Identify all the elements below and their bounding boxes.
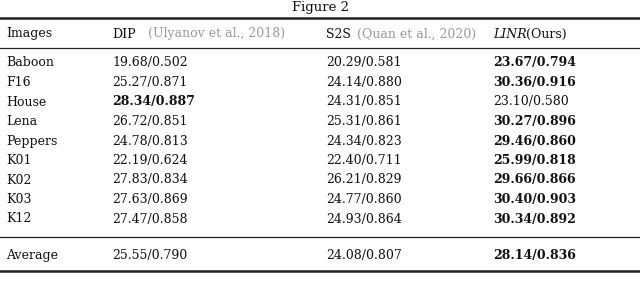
Text: 27.83/0.834: 27.83/0.834	[112, 173, 188, 186]
Text: LINR: LINR	[493, 28, 527, 41]
Text: 23.10/0.580: 23.10/0.580	[493, 96, 568, 109]
Text: 25.27/0.871: 25.27/0.871	[112, 76, 188, 89]
Text: 29.66/0.866: 29.66/0.866	[493, 173, 575, 186]
Text: K03: K03	[6, 193, 32, 206]
Text: 24.77/0.860: 24.77/0.860	[326, 193, 402, 206]
Text: 26.21/0.829: 26.21/0.829	[326, 173, 402, 186]
Text: 25.99/0.818: 25.99/0.818	[493, 154, 575, 167]
Text: Lena: Lena	[6, 115, 38, 128]
Text: (Ours): (Ours)	[526, 28, 566, 41]
Text: 25.31/0.861: 25.31/0.861	[326, 115, 402, 128]
Text: 30.34/0.892: 30.34/0.892	[493, 213, 575, 226]
Text: 24.14/0.880: 24.14/0.880	[326, 76, 403, 89]
Text: 25.55/0.790: 25.55/0.790	[112, 248, 188, 261]
Text: 24.34/0.823: 24.34/0.823	[326, 135, 402, 147]
Text: 24.93/0.864: 24.93/0.864	[326, 213, 402, 226]
Text: 24.08/0.807: 24.08/0.807	[326, 248, 402, 261]
Text: K01: K01	[6, 154, 32, 167]
Text: Average: Average	[6, 248, 58, 261]
Text: 22.40/0.711: 22.40/0.711	[326, 154, 402, 167]
Text: F16: F16	[6, 76, 31, 89]
Text: K02: K02	[6, 173, 32, 186]
Text: (Quan et al., 2020): (Quan et al., 2020)	[353, 28, 476, 41]
Text: 30.36/0.916: 30.36/0.916	[493, 76, 575, 89]
Text: Peppers: Peppers	[6, 135, 58, 147]
Text: DIP: DIP	[112, 28, 136, 41]
Text: 24.78/0.813: 24.78/0.813	[112, 135, 188, 147]
Text: 29.46/0.860: 29.46/0.860	[493, 135, 575, 147]
Text: Baboon: Baboon	[6, 56, 54, 69]
Text: 19.68/0.502: 19.68/0.502	[112, 56, 188, 69]
Text: Images: Images	[6, 28, 52, 41]
Text: 20.29/0.581: 20.29/0.581	[326, 56, 402, 69]
Text: 23.67/0.794: 23.67/0.794	[493, 56, 576, 69]
Text: 24.31/0.851: 24.31/0.851	[326, 96, 402, 109]
Text: House: House	[6, 96, 47, 109]
Text: 27.47/0.858: 27.47/0.858	[112, 213, 188, 226]
Text: (Ulyanov et al., 2018): (Ulyanov et al., 2018)	[144, 28, 285, 41]
Text: 30.40/0.903: 30.40/0.903	[493, 193, 576, 206]
Text: 26.72/0.851: 26.72/0.851	[112, 115, 188, 128]
Text: 30.27/0.896: 30.27/0.896	[493, 115, 575, 128]
Text: S2S: S2S	[326, 28, 351, 41]
Text: 22.19/0.624: 22.19/0.624	[112, 154, 188, 167]
Text: 28.14/0.836: 28.14/0.836	[493, 248, 575, 261]
Text: 27.63/0.869: 27.63/0.869	[112, 193, 188, 206]
Text: 28.34/0.887: 28.34/0.887	[112, 96, 195, 109]
Text: K12: K12	[6, 213, 32, 226]
Text: Figure 2: Figure 2	[291, 1, 349, 14]
